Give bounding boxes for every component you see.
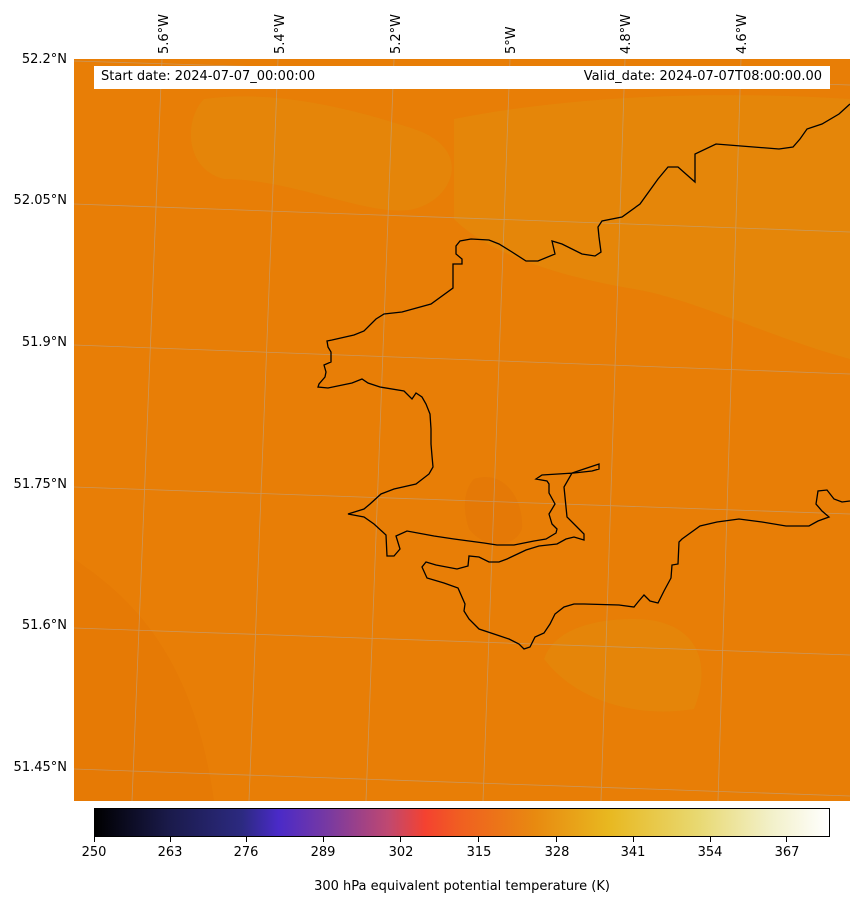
lon-label: 5.2°W [389,13,404,54]
map-panel[interactable] [74,59,850,801]
lon-label: 4.6°W [735,13,750,54]
colorbar-tick-label: 250 [81,845,107,860]
colorbar-tick-label: 328 [544,845,570,860]
colorbar-tick [323,837,324,842]
field-patch-cool [74,559,214,801]
coastline [317,103,850,650]
date-header: Start date: 2024-07-07_00:00:00 Valid_da… [94,66,830,89]
lon-label: 5.4°W [273,13,288,54]
colorbar-tick [710,837,711,842]
colorbar-tick [246,837,247,842]
field-patch-warm [190,96,452,211]
colorbar-tick [478,837,479,842]
colorbar-tick-label: 276 [233,845,259,860]
colorbar [94,808,830,837]
colorbar-tick-label: 354 [697,845,723,860]
valid-date-label: Valid_date: 2024-07-07T08:00:00.00 [583,69,822,84]
colorbar-tick [400,837,401,842]
field-patch-warm [544,619,702,712]
colorbar-tick [786,837,787,842]
lat-label: 51.45°N [13,760,67,775]
colorbar-tick-label: 263 [157,845,183,860]
colorbar-tick-label: 341 [620,845,646,860]
map-canvas [74,59,850,801]
colorbar-title: 300 hPa equivalent potential temperature… [314,879,610,894]
colorbar-tick [556,837,557,842]
field-patch-warm [454,95,850,359]
lat-label: 52.2°N [21,52,67,67]
start-date-label: Start date: 2024-07-07_00:00:00 [101,69,316,84]
lon-label: 5.6°W [157,13,172,54]
colorbar-tick [170,837,171,842]
colorbar-tick [94,837,95,842]
gridlines [74,59,850,801]
lat-label: 52.05°N [13,193,67,208]
lon-label: 4.8°W [619,13,634,54]
colorbar-tick-label: 315 [466,845,492,860]
colorbar-tick-label: 289 [310,845,336,860]
lat-label: 51.9°N [21,335,67,350]
lat-label: 51.75°N [13,477,67,492]
colorbar-tick [633,837,634,842]
lat-label: 51.6°N [21,618,67,633]
colorbar-tick-label: 367 [774,845,800,860]
colorbar-tick-label: 302 [388,845,414,860]
lon-label: 5°W [504,26,519,54]
